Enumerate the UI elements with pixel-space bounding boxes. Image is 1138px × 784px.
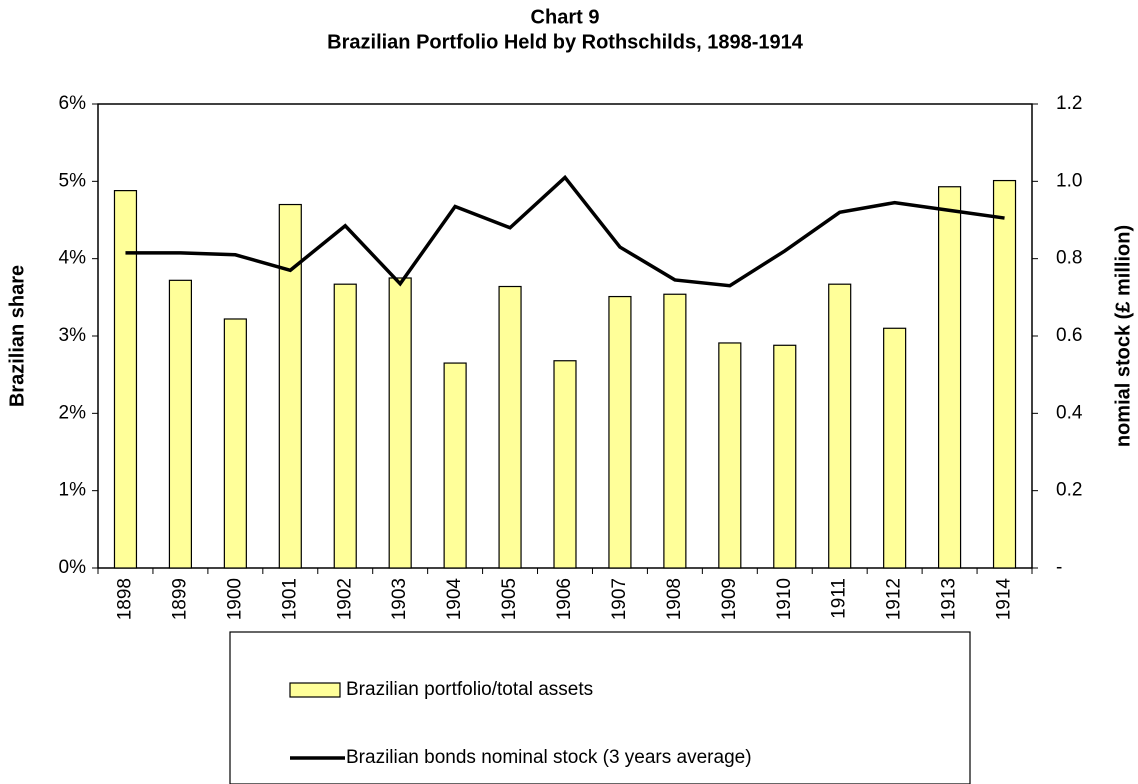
y-tick-label: 4% [59, 248, 87, 269]
bar [937, 186, 962, 569]
bar [333, 283, 357, 569]
x-tick-label: 1905 [499, 578, 520, 620]
chart-title: Chart 9 [531, 6, 600, 28]
x-tick-label: 1898 [114, 578, 135, 620]
y2-tick-label: 1.0 [1056, 170, 1082, 191]
bar [883, 327, 907, 569]
y-tick-label: 6% [59, 93, 87, 114]
x-tick-label: 1906 [554, 578, 575, 620]
bar [498, 285, 522, 569]
x-tick-label: 1899 [169, 578, 190, 620]
y-tick-label: 1% [59, 480, 87, 501]
y2-tick-label: 0.8 [1056, 248, 1082, 269]
y2-tick-label: 0.2 [1056, 480, 1082, 501]
y2-tick-label: 0.4 [1056, 402, 1083, 423]
chart-subtitle: Brazilian Portfolio Held by Rothschilds,… [327, 31, 804, 53]
bar [443, 362, 467, 569]
bar [278, 203, 302, 569]
bar [223, 318, 247, 569]
x-tick-label: 1904 [444, 578, 465, 621]
x-tick-label: 1912 [884, 578, 905, 620]
x-tick-label: 1910 [774, 578, 795, 620]
y2-tick-label: 0.6 [1056, 325, 1082, 346]
bar [773, 344, 797, 569]
bar [608, 295, 632, 569]
y2-tick-label: - [1056, 557, 1062, 578]
legend [229, 631, 971, 784]
bar [718, 342, 742, 569]
x-tick-label: 1903 [389, 578, 410, 620]
x-tick-label: 1914 [994, 578, 1015, 621]
y-tick-label: 2% [59, 402, 87, 423]
x-tick-label: 1909 [719, 578, 740, 620]
bar [113, 190, 138, 569]
line [125, 174, 1005, 288]
y-axis-title: Brazilian share [6, 265, 28, 407]
legend-swatch [289, 682, 341, 698]
x-tick-label: 1901 [279, 578, 300, 620]
y2-axis-title: nomial stock (£ million) [1112, 225, 1134, 447]
legend-label: Brazilian portfolio/total assets [346, 679, 593, 700]
x-tick-label: 1908 [664, 578, 685, 620]
bar [663, 293, 687, 569]
bar [168, 279, 192, 569]
x-tick-label: 1913 [939, 578, 960, 620]
x-tick-label: 1900 [224, 578, 245, 620]
y-tick-label: 3% [59, 325, 87, 346]
x-tick-label: 1902 [334, 578, 355, 620]
bar [828, 283, 852, 569]
y2-tick-label: 1.2 [1056, 93, 1082, 114]
bar [992, 179, 1017, 569]
legend-label: Brazilian bonds nominal stock (3 years a… [346, 747, 752, 768]
bar [388, 277, 412, 569]
y-tick-label: 0% [59, 557, 87, 578]
x-tick-label: 1907 [609, 578, 630, 620]
bar [553, 360, 577, 569]
x-tick-label: 1911 [829, 578, 850, 619]
y-tick-label: 5% [59, 170, 87, 191]
